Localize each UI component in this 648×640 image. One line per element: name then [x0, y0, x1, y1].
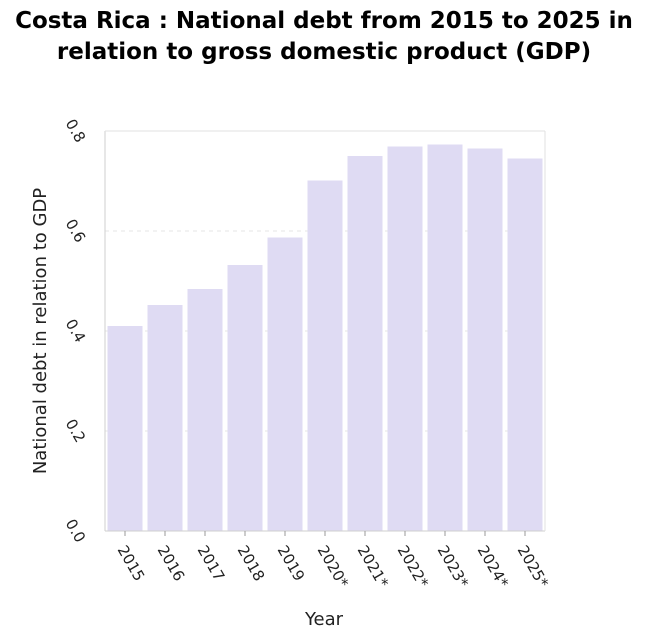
x-tick-label: 2019	[274, 542, 309, 584]
x-tick-label: 2015	[114, 542, 149, 584]
x-tick-label: 2016	[154, 542, 189, 584]
bar	[267, 237, 303, 531]
y-tick-label: 0.4	[62, 316, 90, 346]
bar	[427, 144, 463, 531]
y-tick-labels: 0.0 0.2 0.4 0.6 0.8	[62, 116, 90, 546]
bars	[107, 144, 543, 531]
x-tick-labels: 2015 2016 2017 2018 2019 2020* 2021* 2022* 2023*…	[114, 542, 553, 591]
chart-title: Costa Rica : National debt from 2015 to …	[15, 8, 633, 65]
bar	[147, 305, 183, 531]
y-tick-label: 0.6	[62, 216, 90, 246]
y-tick-label: 0.2	[62, 416, 90, 446]
x-axis-label: Year	[304, 609, 344, 630]
bar	[227, 265, 263, 531]
bar	[187, 289, 223, 531]
bar	[507, 158, 543, 531]
y-tick-label: 0.0	[62, 516, 90, 546]
bar	[307, 180, 343, 531]
x-tick-label: 2021*	[354, 542, 393, 591]
bar	[107, 326, 143, 531]
bar	[467, 148, 503, 531]
x-tick-label: 2022*	[394, 542, 433, 591]
x-tick-label: 2023*	[434, 542, 473, 591]
y-axis-label: National debt in relation to GDP	[30, 188, 51, 474]
x-tick-label: 2024*	[474, 542, 513, 591]
bar	[387, 146, 423, 531]
y-tick-label: 0.8	[62, 116, 90, 146]
x-tick-label: 2018	[234, 542, 269, 584]
x-tick-label: 2017	[194, 542, 229, 584]
axes	[104, 130, 546, 536]
x-tick-label: 2020*	[314, 542, 353, 591]
x-tick-label: 2025*	[514, 542, 553, 591]
bar	[347, 156, 383, 531]
